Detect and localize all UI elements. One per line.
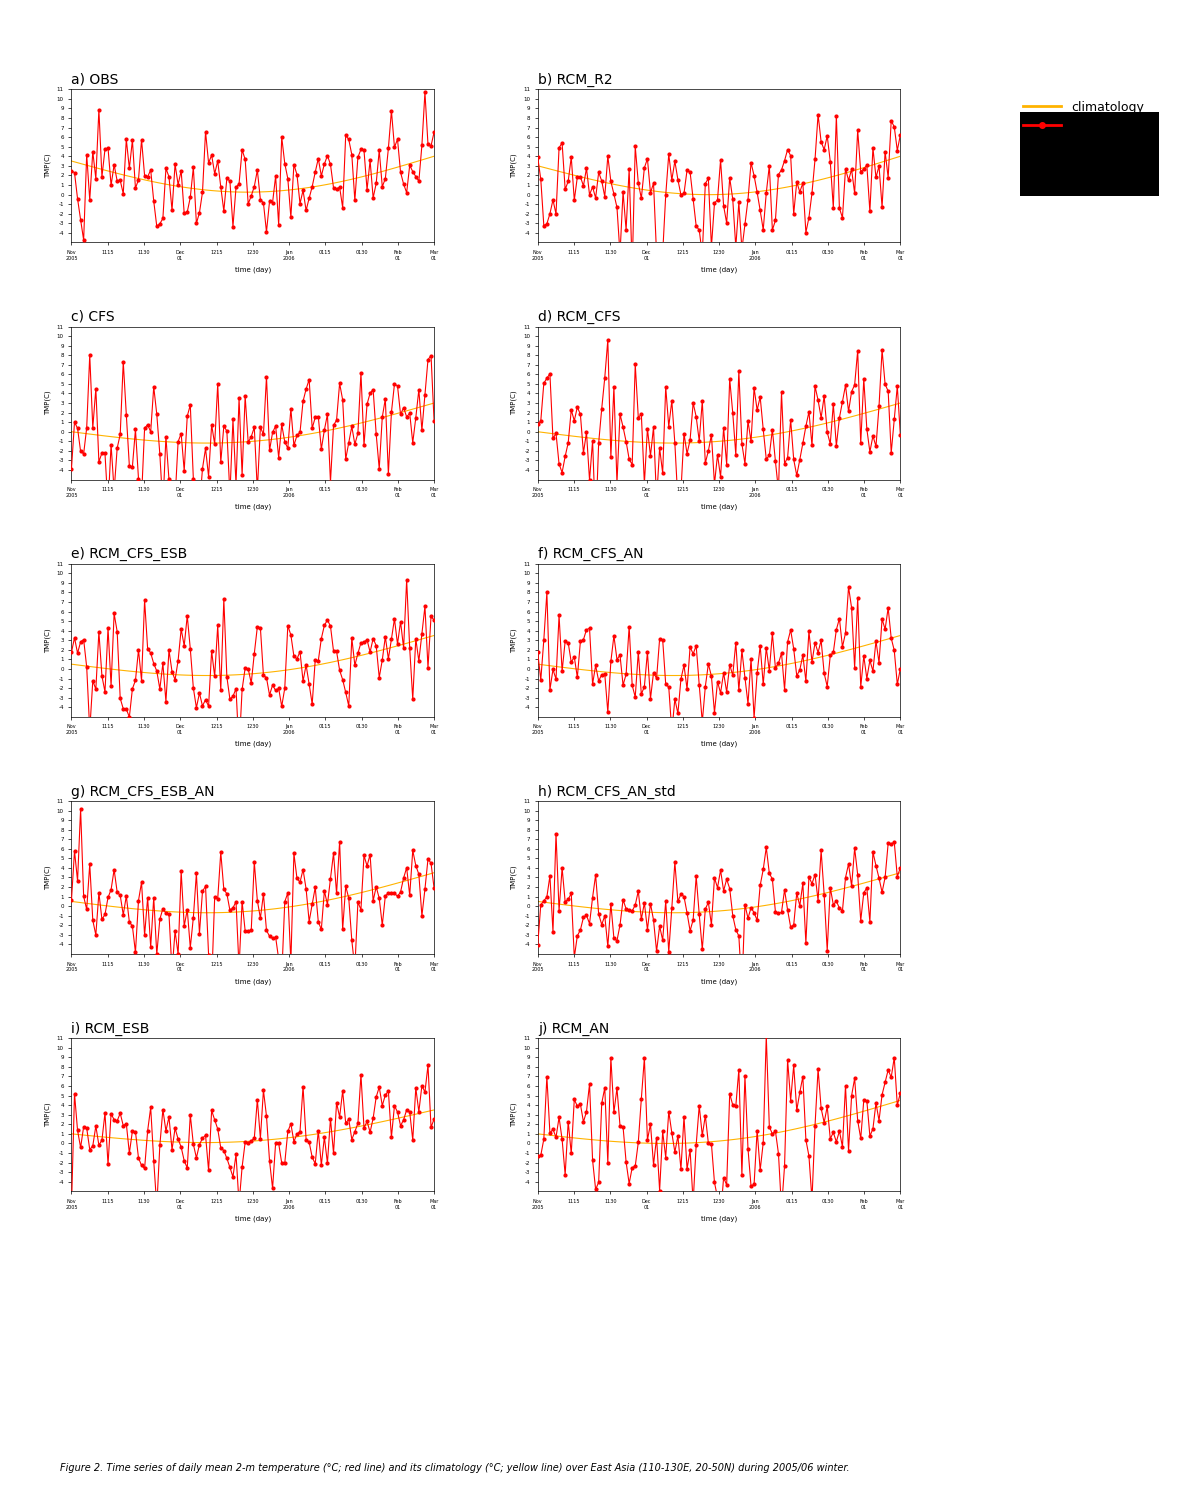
Y-axis label: TMP(C): TMP(C) [45,1103,51,1126]
Text: e) RCM_CFS_ESB: e) RCM_CFS_ESB [71,548,188,561]
X-axis label: time (day): time (day) [235,503,270,510]
X-axis label: time (day): time (day) [235,266,270,272]
Text: Figure 2. Time series of daily mean 2-m temperature (°C; red line) and its clima: Figure 2. Time series of daily mean 2-m … [60,1463,849,1473]
Legend: climatology, : climatology, [1018,95,1149,138]
Y-axis label: TMP(C): TMP(C) [511,1103,518,1126]
Y-axis label: TMP(C): TMP(C) [511,391,518,415]
Text: b) RCM_R2: b) RCM_R2 [537,73,612,86]
X-axis label: time (day): time (day) [701,741,737,747]
Bar [1021,112,1159,196]
Text: a) OBS: a) OBS [71,73,119,86]
X-axis label: time (day): time (day) [701,503,737,510]
Text: d) RCM_CFS: d) RCM_CFS [537,310,621,324]
Y-axis label: TMP(C): TMP(C) [45,865,51,890]
X-axis label: time (day): time (day) [701,266,737,272]
X-axis label: time (day): time (day) [701,1216,737,1222]
Text: j) RCM_AN: j) RCM_AN [537,1022,609,1036]
Text: g) RCM_CFS_ESB_AN: g) RCM_CFS_ESB_AN [71,784,214,799]
Text: f) RCM_CFS_AN: f) RCM_CFS_AN [537,548,643,561]
Y-axis label: TMP(C): TMP(C) [45,391,51,415]
X-axis label: time (day): time (day) [235,1216,270,1222]
Y-axis label: TMP(C): TMP(C) [45,628,51,653]
Y-axis label: TMP(C): TMP(C) [45,153,51,179]
X-axis label: time (day): time (day) [701,978,737,985]
Y-axis label: TMP(C): TMP(C) [511,865,518,890]
Y-axis label: TMP(C): TMP(C) [511,153,518,179]
Text: c) CFS: c) CFS [71,310,116,324]
Text: h) RCM_CFS_AN_std: h) RCM_CFS_AN_std [537,784,675,799]
Y-axis label: TMP(C): TMP(C) [511,628,518,653]
X-axis label: time (day): time (day) [235,741,270,747]
Text: i) RCM_ESB: i) RCM_ESB [71,1022,150,1036]
X-axis label: time (day): time (day) [235,978,270,985]
